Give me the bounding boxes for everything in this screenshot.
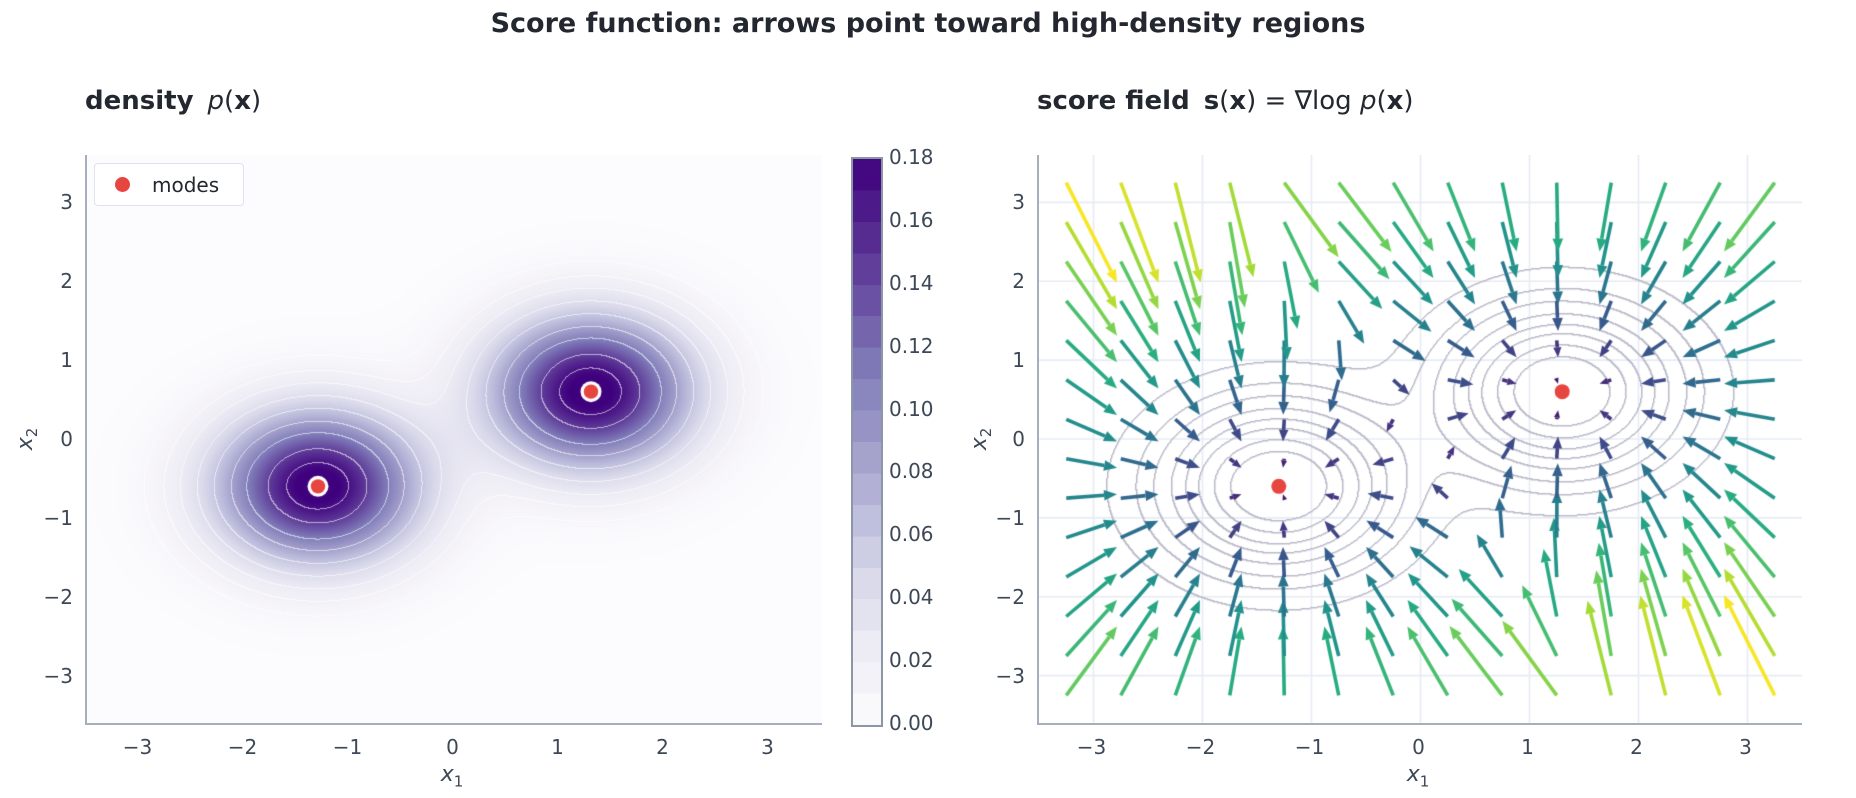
colorbar-tick-label: 0.12 <box>889 333 934 358</box>
y-tick-label: 1 <box>1012 348 1025 373</box>
score-x-axis-label: x1 <box>1406 762 1430 791</box>
score-plot-title-math: s(x) = ∇log p(x) <box>1203 86 1414 116</box>
x-tick-label: 2 <box>1630 735 1643 759</box>
score-plot-title: score field s(x) = ∇log p(x) <box>1037 86 1414 116</box>
colorbar-tick-label: 0.00 <box>889 711 934 735</box>
density-x-axis-label: x1 <box>440 762 464 791</box>
x-tick-label: 0 <box>1412 735 1425 759</box>
figure-title: Score function: arrows point toward high… <box>490 8 1366 39</box>
y-tick-label: −2 <box>995 584 1025 609</box>
x-tick-label: −3 <box>122 735 153 759</box>
colorbar-tick-label: 0.16 <box>889 207 934 232</box>
colorbar-tick-label: 0.06 <box>889 522 934 547</box>
y-tick-label: 0 <box>1012 427 1025 451</box>
density-colorbar <box>851 157 883 727</box>
x-tick-label: −1 <box>1294 735 1325 759</box>
density-plot-canvas <box>87 155 822 723</box>
colorbar-tick-label: 0.08 <box>889 459 934 484</box>
colorbar-tick-label: 0.04 <box>889 585 934 610</box>
score-plot-title-text: score field <box>1037 86 1190 116</box>
legend-mode-marker-icon <box>115 177 130 192</box>
density-plot-title-text: density <box>85 86 194 116</box>
x-tick-label: −2 <box>227 735 258 759</box>
y-tick-label: 0 <box>60 427 73 451</box>
legend-label: modes <box>152 172 220 197</box>
x-tick-label: 3 <box>761 735 774 759</box>
x-tick-label: −2 <box>1185 735 1216 759</box>
score-plot-canvas <box>1039 155 1802 723</box>
y-tick-label: 1 <box>60 348 73 373</box>
density-plot-title-math: p(x) <box>207 86 262 116</box>
score-plot <box>1037 155 1802 725</box>
x-tick-label: 3 <box>1739 735 1752 759</box>
y-tick-label: 2 <box>1012 269 1025 294</box>
colorbar-tick-label: 0.14 <box>889 270 934 295</box>
y-tick-label: 3 <box>1012 190 1025 215</box>
colorbar-tick-label: 0.02 <box>889 648 934 673</box>
y-tick-label: −1 <box>43 505 73 530</box>
density-plot: modes <box>85 155 822 725</box>
density-y-axis-label: x2 <box>12 427 42 451</box>
modes-legend: modes <box>94 163 245 206</box>
colorbar-tick-label: 0.18 <box>889 145 934 169</box>
x-tick-label: 1 <box>1521 735 1534 759</box>
x-tick-label: 0 <box>446 735 459 759</box>
y-tick-label: 2 <box>60 269 73 294</box>
y-tick-label: −2 <box>43 584 73 609</box>
x-tick-label: 1 <box>551 735 564 759</box>
density-plot-title: density p(x) <box>85 86 261 116</box>
y-tick-label: 3 <box>60 190 73 215</box>
x-tick-label: 2 <box>656 735 669 759</box>
y-tick-label: −3 <box>43 663 73 688</box>
x-tick-label: −3 <box>1076 735 1107 759</box>
x-tick-label: −1 <box>332 735 363 759</box>
score-y-axis-label: x2 <box>966 427 996 451</box>
y-tick-label: −1 <box>995 505 1025 530</box>
colorbar-tick-label: 0.10 <box>889 396 934 421</box>
y-tick-label: −3 <box>995 663 1025 688</box>
